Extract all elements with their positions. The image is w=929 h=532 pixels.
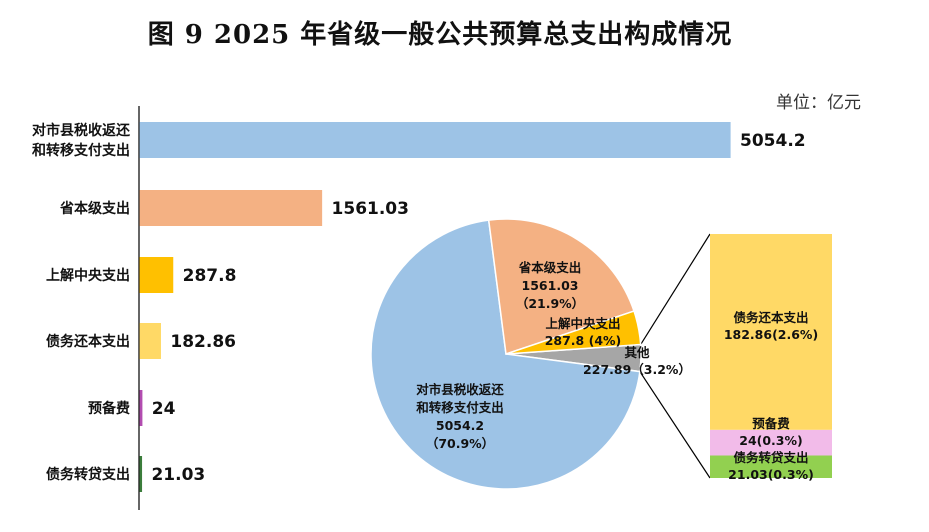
bar-value-label: 1561.03: [332, 199, 409, 219]
pie-slice-label: 上解中央支出 287.8 (4%): [545, 316, 622, 348]
connector-line-bottom: [639, 371, 711, 479]
pie-slice-label-line: （70.9%）: [426, 436, 494, 451]
bar-category-label-line: 预备费: [88, 400, 130, 417]
bar-5: [139, 390, 143, 426]
pie-slice-label-line: 其他: [624, 345, 650, 360]
bar-4: [139, 323, 161, 359]
pie-slice-label: 对市县税收返还和转移支付支出 5054.2 （70.9%）: [415, 382, 504, 451]
bar-value-label: 287.8: [183, 266, 237, 286]
pie-chart: 对市县税收返还和转移支付支出 5054.2 （70.9%） 省本级支出 1561.03 （…: [370, 218, 691, 490]
bar-category-label: 省本级支出: [59, 200, 130, 217]
stacked-segment-label-line: 21.03(0.3%): [728, 467, 814, 482]
pie-slice-label-line: 5054.2: [436, 418, 484, 433]
stacked-segment-label-line: 预备费: [752, 416, 790, 431]
bar-category-label: 预备费: [88, 400, 130, 417]
pie-slice-label-line: 227.89（3.2%）: [583, 362, 691, 377]
bar-1: [139, 122, 731, 158]
pie-slice-label-line: （21.9%）: [516, 296, 584, 311]
stacked-segment-label-line: 债务还本支出: [733, 310, 808, 325]
stacked-segment-2: [710, 429, 832, 456]
pie-slice-2: [487, 218, 635, 356]
chart-title: 图 9 2025 年省级一般公共预算总支出构成情况: [147, 20, 733, 50]
bar-category-label-line: 和转移支付支出: [32, 142, 130, 159]
pie-slice-label-line: 1561.03: [522, 278, 579, 293]
stacked-bar: 债务转贷支出 21.03(0.3%) 预备费 24(0.3%) 债务还本支出 182.86…: [710, 234, 832, 482]
stacked-segment-label: 债务转贷支出 21.03(0.3%): [728, 450, 814, 482]
bar-3: [139, 257, 174, 293]
pie-slice-3: [505, 310, 642, 355]
pie-slice-label-line: 对市县税收返还: [416, 382, 504, 397]
bar-category-label: 对市县税收返还和转移支付支出: [32, 122, 131, 159]
unit-label: 单位：亿元: [776, 93, 861, 113]
pie-slice-label-line: 省本级支出: [518, 260, 582, 275]
stacked-segment-label: 预备费 24(0.3%): [739, 416, 803, 448]
pie-slice-label-line: 和转移支付支出: [415, 400, 504, 415]
pie-slice-label-line: 287.8 (4%): [545, 333, 622, 348]
pie-slice-label: 其他 227.89（3.2%）: [583, 345, 691, 377]
pie-slice-label: 省本级支出 1561.03 （21.9%）: [516, 260, 584, 311]
stacked-segment-3: [710, 234, 832, 430]
bar-value-label: 5054.2: [740, 131, 806, 151]
stacked-segment-1: [710, 455, 832, 478]
bar-value-label: 182.86: [170, 332, 236, 352]
bar-category-label: 债务转贷支出: [46, 466, 130, 483]
connector-line-top: [640, 233, 711, 345]
stacked-segment-label-line: 债务转贷支出: [733, 450, 808, 465]
bar-value-label: 21.03: [151, 465, 205, 485]
bar-category-label-line: 债务还本支出: [46, 333, 130, 350]
bar-6: [139, 456, 143, 492]
pie-slice-label-line: 上解中央支出: [545, 316, 620, 331]
stacked-segment-label-line: 182.86(2.6%): [724, 327, 818, 342]
bar-value-label: 24: [152, 399, 176, 419]
bar-category-label-line: 债务转贷支出: [46, 466, 130, 483]
bar-category-label: 上解中央支出: [46, 267, 130, 284]
bar-2: [139, 190, 323, 226]
stacked-segment-label-line: 24(0.3%): [739, 433, 803, 448]
bar-chart: 5054.2对市县税收返还和转移支付支出1561.03省本级支出287.8上解中…: [32, 122, 806, 492]
stacked-segment-label: 债务还本支出 182.86(2.6%): [724, 310, 818, 342]
bar-category-label-line: 对市县税收返还: [32, 122, 131, 139]
connector-lines: [639, 233, 711, 479]
bar-category-label-line: 上解中央支出: [46, 267, 130, 284]
bar-category-label-line: 省本级支出: [59, 200, 130, 217]
bar-category-label: 债务还本支出: [46, 333, 130, 350]
